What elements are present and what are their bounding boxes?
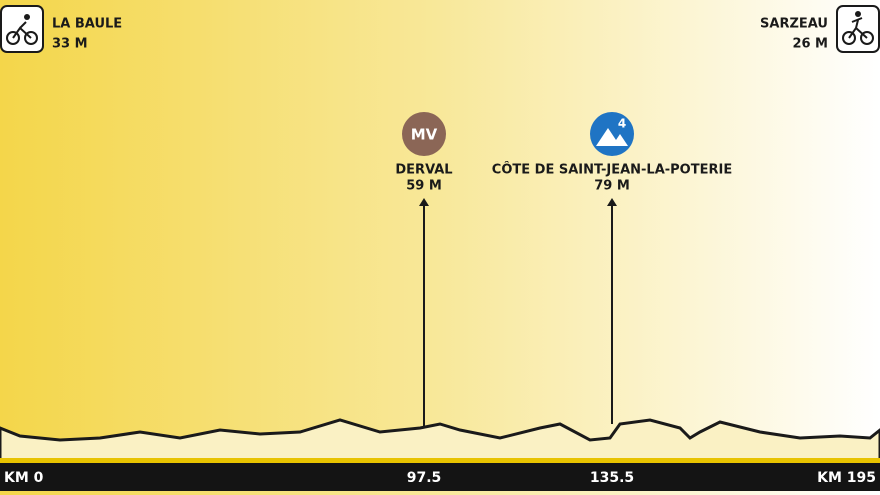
distance-label: KM 195 [817,470,876,486]
point-name: CÔTE DE SAINT-JEAN-LA-POTERIE [492,162,732,178]
start-altitude: 33 M [52,37,88,52]
distance-bar [0,463,880,491]
point-name: DERVAL [395,163,452,178]
distance-label: KM 0 [4,470,44,486]
badge-label: MV [411,126,438,144]
bike-wheel [842,31,856,45]
bike-frame [12,21,32,39]
bike-wheel [860,31,874,45]
elevation-profile [0,418,880,462]
arrow-head [607,198,617,206]
rider-head [855,11,861,17]
badge-label: 4 [618,117,626,131]
point-altitude: 79 M [594,179,630,194]
bike-wheel [6,31,20,45]
gold-stripe [0,458,880,463]
bike-wheel [24,31,38,45]
point-altitude: 59 M [406,179,442,194]
rider-head [24,14,30,20]
sprint-badge [402,112,446,156]
distance-label: 135.5 [590,470,634,486]
mountain-icon [596,128,628,146]
finish-altitude: 26 M [792,37,828,52]
finish-name: SARZEAU [760,17,828,32]
arrow-head [419,198,429,206]
start-name: LA BAULE [52,17,122,32]
bike-frame [848,17,868,39]
distance-label: 97.5 [407,470,442,486]
